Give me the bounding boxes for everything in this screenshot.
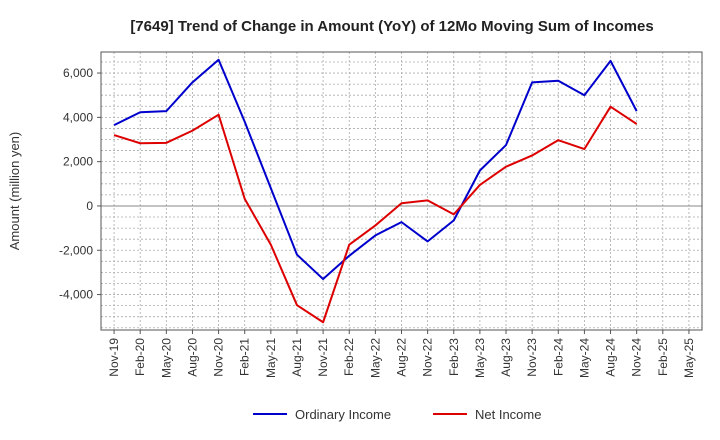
x-tick-label: Aug-20 [185, 338, 199, 377]
chart-title: [7649] Trend of Change in Amount (YoY) o… [130, 18, 653, 35]
x-tick-label: May-24 [577, 338, 591, 378]
series-layer [113, 58, 638, 324]
series-line-net-income [113, 105, 638, 324]
x-tick-label: May-22 [368, 338, 382, 378]
y-tick-label: 0 [86, 199, 93, 213]
x-tick-label: Feb-22 [342, 338, 356, 376]
x-tick-label: Feb-21 [238, 338, 252, 376]
x-tick-label: Feb-20 [133, 338, 147, 376]
x-tick-label: Nov-21 [316, 338, 330, 377]
legend: Ordinary Income Net Income [253, 407, 541, 422]
x-tick-label: Nov-22 [421, 338, 435, 377]
x-tick-label: Nov-23 [525, 338, 539, 377]
grid [101, 52, 702, 330]
legend-label: Ordinary Income [295, 407, 391, 422]
x-tick-label: Feb-25 [656, 338, 670, 376]
x-tick-label: Aug-24 [604, 338, 618, 377]
x-tick-label: May-20 [159, 338, 173, 378]
y-tick-label: -2,000 [59, 243, 93, 257]
x-tick-label: Nov-20 [212, 338, 226, 377]
legend-label: Net Income [475, 407, 541, 422]
x-tick-label: Aug-22 [395, 338, 409, 377]
x-tick-label: May-23 [473, 338, 487, 378]
x-tick-label: Feb-23 [447, 338, 461, 376]
x-tick-label: Nov-19 [107, 338, 121, 377]
y-tick-label: 6,000 [63, 66, 93, 80]
x-tick-label: Aug-21 [290, 338, 304, 377]
x-tick-label: Aug-23 [499, 338, 513, 377]
y-tick-label: 4,000 [63, 110, 93, 124]
x-axis: Nov-19 Feb-20 May-20 Aug-20 Nov-20 Feb-21 May-… [107, 330, 696, 378]
y-axis: -4,000 -2,000 0 2,000 4,000 6,000 [59, 66, 101, 302]
y-tick-label: -4,000 [59, 288, 93, 302]
y-axis-label: Amount (million yen) [7, 132, 22, 251]
x-tick-label: Feb-24 [551, 338, 565, 376]
x-tick-label: May-25 [682, 338, 696, 378]
series-line-ordinary-income [113, 58, 638, 281]
x-tick-label: May-21 [264, 338, 278, 378]
y-tick-label: 2,000 [63, 155, 93, 169]
x-tick-label: Nov-24 [630, 338, 644, 377]
